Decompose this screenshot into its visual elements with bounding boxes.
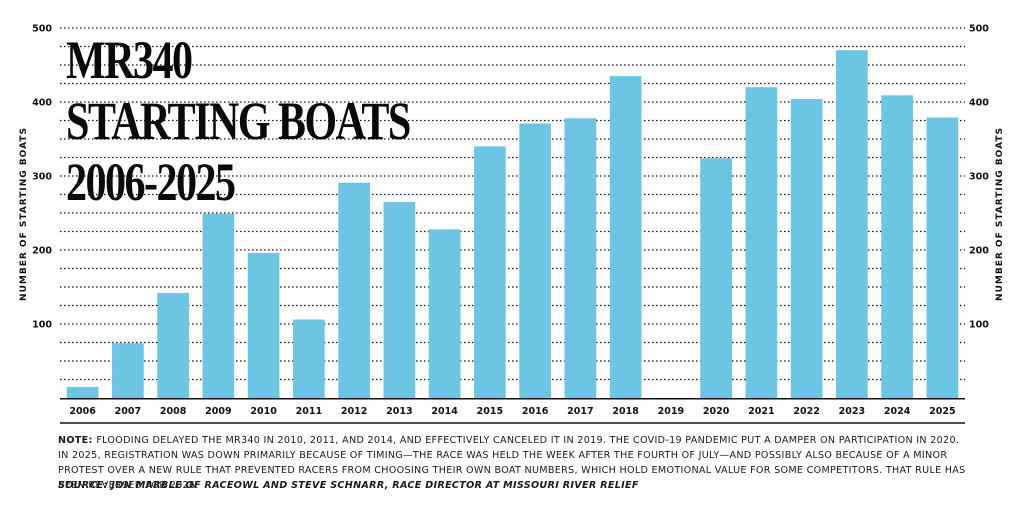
bar-2020	[700, 158, 732, 398]
x-tick-label: 2020	[703, 406, 730, 417]
bar-2012	[338, 182, 370, 398]
y-tick-label-left: 200	[32, 246, 52, 257]
axis-labels: NUMBER OF STARTING BOATS NUMBER OF START…	[19, 127, 1005, 301]
x-tick-label: 2019	[658, 406, 684, 417]
y-tick-label-left: 100	[32, 320, 52, 331]
bar-2018	[609, 76, 642, 398]
x-tick-label: 2010	[250, 406, 277, 417]
x-tick-label: 2025	[929, 406, 955, 417]
bar-2009	[202, 213, 235, 398]
bar-2023	[836, 50, 868, 398]
x-tick-label: 2008	[160, 406, 187, 417]
x-tick-label: 2018	[612, 406, 639, 417]
bar-2015	[474, 146, 506, 398]
y-axis-title-left: NUMBER OF STARTING BOATS	[19, 127, 29, 301]
x-tick-label: 2006	[69, 406, 96, 417]
y-tick-label-right: 400	[969, 98, 989, 109]
bars	[66, 50, 959, 399]
bar-2010	[247, 252, 280, 398]
x-tick-label: 2024	[884, 406, 911, 417]
x-tick-label: 2009	[205, 406, 231, 417]
x-tick-label: 2016	[522, 406, 549, 417]
title-line-2: STARTING BOATS	[66, 91, 411, 151]
bar-2006	[66, 386, 99, 398]
title-line-3: 2006-2025	[66, 152, 236, 212]
bar-2016	[519, 123, 551, 399]
title-line-1: MR340	[66, 30, 193, 90]
x-tick-label: 2013	[386, 406, 412, 417]
chart-source: Source: Jon Marble of RaceOwl and Steve …	[58, 480, 639, 491]
x-tick-label: 2023	[839, 406, 865, 417]
x-tick-label: 2021	[748, 406, 774, 417]
note-text: Flooding delayed the MR340 in 2010, 2011…	[58, 435, 966, 491]
y-tick-label-left: 300	[32, 172, 52, 183]
bar-2021	[745, 87, 778, 398]
y-tick-label-right: 100	[969, 320, 989, 331]
grid-lines	[60, 27, 965, 381]
x-tick-label: 2015	[477, 406, 503, 417]
bar-2014	[428, 229, 461, 398]
bar-2011	[293, 319, 325, 398]
bar-2007	[112, 343, 144, 398]
y-tick-label-right: 300	[969, 172, 989, 183]
x-tick-label: 2007	[115, 406, 141, 417]
y-tick-label-left: 500	[32, 24, 52, 35]
x-tick-label: 2012	[341, 406, 367, 417]
x-tick-label: 2011	[296, 406, 322, 417]
axes: 100 100 200 200 300 300 400 400 500 500 2006 2007 20…	[32, 24, 989, 424]
note-label: NOTE:	[58, 435, 93, 446]
bar-2013	[383, 201, 416, 398]
bar-2017	[564, 118, 597, 398]
chart-note: NOTE: Flooding delayed the MR340 in 2010…	[58, 433, 968, 493]
x-tick-label: 2022	[793, 406, 819, 417]
y-axis-title-right: NUMBER OF STARTING BOATS	[995, 127, 1005, 301]
bar-2025	[926, 117, 959, 398]
x-tick-label: 2017	[567, 406, 593, 417]
bar-2022	[790, 99, 823, 398]
y-tick-label-right: 500	[969, 24, 989, 35]
y-tick-label-right: 200	[969, 246, 989, 257]
bar-2008	[157, 292, 189, 398]
y-tick-label-left: 400	[32, 98, 52, 109]
bar-2024	[881, 95, 913, 398]
chart-title: MR340 STARTING BOATS 2006-2025	[66, 30, 411, 213]
x-tick-label: 2014	[431, 406, 458, 417]
